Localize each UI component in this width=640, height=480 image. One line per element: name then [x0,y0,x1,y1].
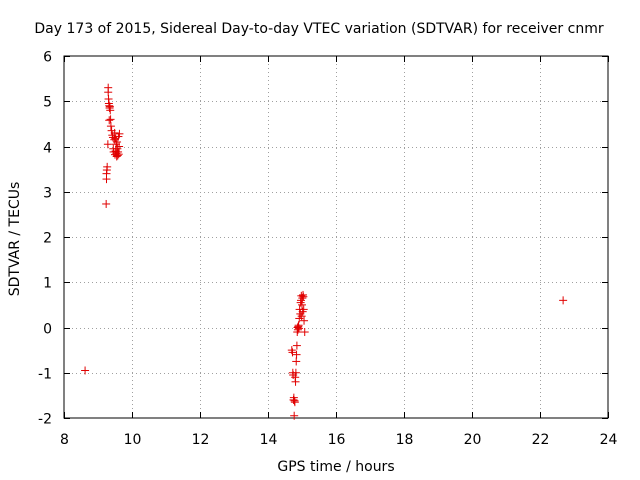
y-tick-label: 6 [43,50,52,66]
y-tick-label: 3 [43,186,52,202]
x-tick-label: 14 [260,432,278,448]
y-tick-label: 1 [43,276,52,292]
x-tick-label: 20 [464,432,482,448]
y-tick-labels: -2 -1 0 1 2 3 4 5 6 [38,50,52,428]
x-tick-label: 24 [600,432,618,448]
data-point [297,312,306,321]
y-tick-label: 5 [43,95,52,111]
data-point [288,348,297,357]
data-point [292,357,301,366]
data-point [106,122,115,131]
data-point [292,350,301,359]
data-point [115,129,124,138]
x-tick-label: 12 [192,432,210,448]
data-point [292,341,301,350]
data-point [299,305,308,314]
data-point [114,150,123,159]
x-tick-label: 10 [124,432,142,448]
data-point [106,106,115,115]
data-point [300,328,309,337]
axis-ticks [64,56,609,419]
data-point [104,88,113,97]
y-tick-label: 2 [43,231,52,247]
y-tick-label: 4 [43,141,52,157]
y-tick-label: 0 [43,322,52,338]
y-axis-label: SDTVAR / TECUs [7,182,23,297]
chart-title: Day 173 of 2015, Sidereal Day-to-day VTE… [34,21,603,37]
data-point [300,316,309,325]
data-point [102,199,111,208]
data-point [103,140,112,149]
data-point [559,296,568,305]
x-axis-label: GPS time / hours [277,459,394,475]
data-point [291,377,300,386]
data-point [105,116,114,125]
data-point [106,115,115,124]
x-tick-label: 8 [60,432,69,448]
data-point [291,368,300,377]
x-tick-label: 18 [396,432,414,448]
data-point [299,292,308,301]
data-point [81,366,90,375]
data-point [298,300,306,309]
x-tick-labels: 8 10 12 14 16 18 20 22 24 [60,432,617,448]
data-point [103,162,112,171]
grid-lines [64,56,608,418]
data-point [290,411,299,420]
data-point [294,324,303,333]
y-tick-label: -2 [38,412,52,428]
data-point [113,137,122,146]
data-point [110,128,119,137]
data-point [298,294,307,303]
x-tick-label: 16 [328,432,346,448]
x-tick-label: 22 [532,432,550,448]
data-point [290,398,299,407]
data-points [81,83,568,420]
data-point [115,142,124,151]
data-point [289,393,298,402]
y-tick-label: -1 [38,367,52,383]
